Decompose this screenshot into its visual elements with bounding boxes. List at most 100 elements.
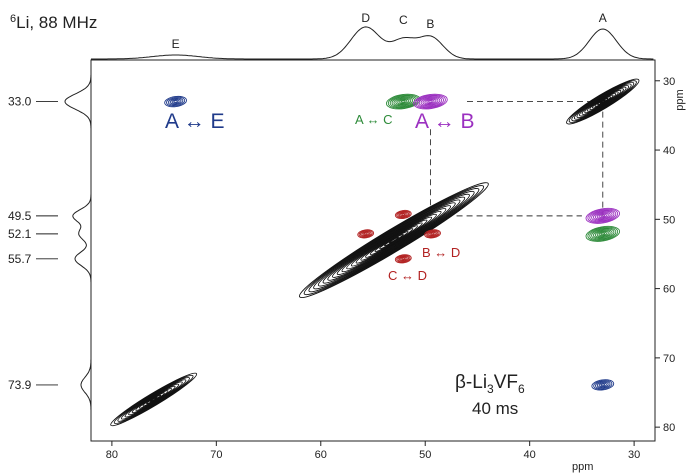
contour-ring — [149, 396, 158, 403]
y-tick-label: 70 — [663, 353, 675, 365]
contour-ring — [173, 100, 178, 103]
contour-ring — [169, 98, 182, 105]
contour-ring — [573, 83, 632, 120]
contour-ring — [361, 231, 371, 237]
contour-ring — [164, 95, 187, 108]
cross-peak — [394, 254, 412, 264]
x-axis-label: ppm — [572, 461, 593, 473]
plot-frame — [90, 59, 656, 442]
contour-ring — [341, 208, 447, 273]
contour-ring — [596, 381, 609, 388]
contour-ring — [113, 374, 194, 424]
contour-ring — [397, 98, 410, 105]
contour-ring — [388, 236, 400, 244]
contour-ring — [424, 98, 437, 105]
contour-ring — [579, 86, 627, 117]
contour-ring — [589, 93, 617, 111]
cross-peak-annotation: A ↔ C — [355, 112, 393, 127]
contour-ring — [416, 95, 445, 108]
contour-ring — [383, 233, 404, 247]
contour-ring — [365, 222, 423, 258]
contour-ring — [166, 96, 186, 107]
contour-ring — [420, 97, 441, 107]
contour-ring — [398, 211, 408, 217]
connector-layer — [429, 101, 604, 217]
left-projection-curve — [64, 60, 92, 441]
contour-ring — [298, 182, 489, 298]
top-projection-curve — [91, 26, 654, 60]
contour-ring — [146, 394, 162, 405]
contour-ring — [426, 99, 435, 104]
contour-ring — [138, 390, 169, 409]
left-peak-label: 33.0 — [8, 95, 32, 109]
cross-peak-annotation: A ↔ B — [415, 110, 475, 133]
top-peak-label: B — [426, 17, 434, 31]
contour-ring — [374, 228, 414, 253]
contour-ring — [124, 381, 183, 418]
contour-ring — [350, 213, 437, 267]
contour-ring — [110, 372, 198, 427]
contour-ring — [398, 256, 408, 262]
contour-ring — [425, 229, 440, 238]
contour-ring — [395, 97, 412, 106]
contour-ring — [593, 211, 613, 221]
y-tick-label: 80 — [663, 422, 675, 434]
contour-ring — [594, 96, 611, 107]
cross-peak — [585, 225, 621, 242]
contour-ring — [379, 231, 409, 250]
y-tick-label: 50 — [663, 214, 675, 226]
contour-ring — [591, 94, 614, 109]
contour-ring — [359, 230, 372, 238]
contour-ring — [303, 185, 485, 296]
contour-ring — [135, 388, 173, 411]
contour-ring — [393, 97, 414, 107]
contour-ring — [593, 229, 613, 239]
contour-ring — [418, 96, 443, 107]
contour-ring — [327, 199, 461, 281]
x-tick-label: 60 — [315, 449, 327, 461]
cross-peak-annotations: A ↔ E A ↔ C A ↔ B B ↔ D C ↔ D — [165, 110, 475, 283]
contour-ring — [142, 392, 165, 407]
title-text: Li, 88 MHz — [16, 13, 97, 32]
contour-ring — [584, 89, 622, 114]
y-tick-label: 60 — [663, 284, 675, 296]
contour-ring — [317, 193, 470, 287]
contour-ring — [600, 232, 606, 236]
contour-ring — [585, 207, 621, 224]
y-tick-label: 40 — [663, 145, 675, 157]
top-peak-labels: E D C B A — [172, 11, 607, 51]
x-tick-label: 40 — [524, 449, 536, 461]
contour-ring — [401, 257, 406, 260]
contour-ring — [581, 88, 624, 115]
contour-ring — [585, 225, 621, 242]
contour-ring — [596, 212, 609, 219]
y-axis-ticks: 30 40 50 60 70 80 — [655, 76, 675, 434]
contour-ring — [591, 228, 615, 240]
contour-ring — [391, 96, 415, 107]
contour-ring — [396, 254, 411, 263]
y-axis-label: ppm — [674, 89, 686, 110]
contour-ring — [322, 196, 466, 284]
contour-ring — [399, 99, 408, 104]
contour-ring — [308, 187, 480, 293]
contour-ring — [566, 78, 640, 125]
cross-peak — [357, 229, 375, 239]
contour-ring — [400, 100, 406, 103]
contour-ring — [576, 85, 630, 119]
contour-ring — [424, 229, 441, 239]
contour-ring — [600, 383, 606, 387]
cross-peak-annotation: C ↔ D — [388, 268, 427, 283]
contour-ring — [597, 97, 609, 106]
top-peak-label: E — [172, 37, 180, 51]
contour-ring — [598, 231, 607, 236]
contour-ring — [128, 383, 180, 416]
left-peak-label: 55.7 — [8, 252, 32, 266]
cross-peak — [424, 229, 441, 239]
contour-layer — [110, 78, 640, 427]
diagonal-peak — [298, 182, 489, 298]
contour-ring — [415, 94, 446, 109]
contour-ring — [587, 226, 619, 241]
contour-ring — [589, 209, 617, 223]
contour-ring — [394, 254, 412, 264]
x-axis-ticks: 80 70 60 50 40 30 — [106, 441, 640, 461]
